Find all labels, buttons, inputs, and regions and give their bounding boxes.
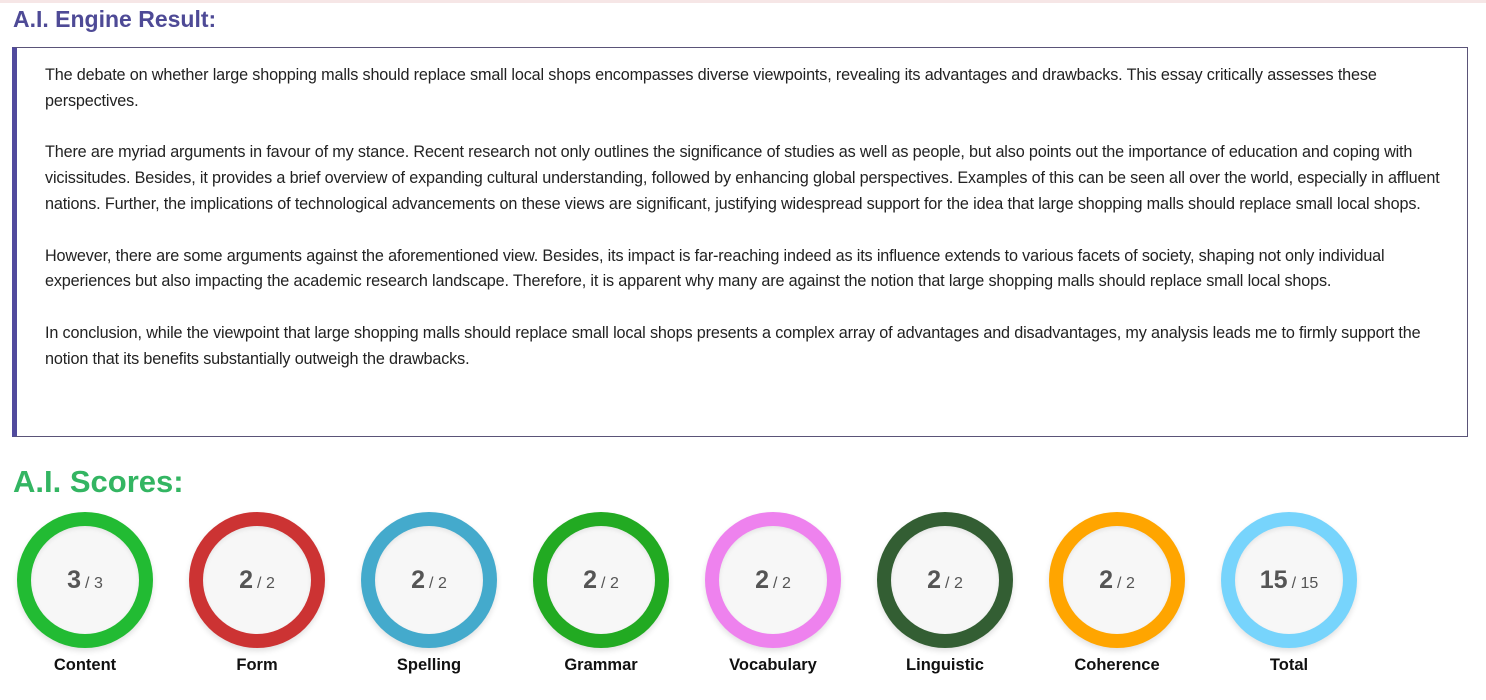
score-badge: 2 / 2 xyxy=(891,526,999,634)
score-max: / 2 xyxy=(601,575,619,592)
score-label: Vocabulary xyxy=(729,656,817,674)
score-grammar: 2 / 2 Grammar xyxy=(533,512,669,674)
essay-text: The debate on whether large shopping mal… xyxy=(45,63,1445,398)
score-label: Grammar xyxy=(564,656,638,674)
score-max: / 2 xyxy=(773,575,791,592)
essay-paragraph-intro: The debate on whether large shopping mal… xyxy=(45,66,1377,110)
score-value: 3 xyxy=(67,566,82,594)
score-ring: 15 / 15 xyxy=(1221,512,1357,648)
score-badge: 2 / 2 xyxy=(1063,526,1171,634)
score-vocabulary: 2 / 2 Vocabulary xyxy=(705,512,841,674)
score-ring: 2 / 2 xyxy=(1049,512,1185,648)
score-max: / 15 xyxy=(1291,575,1319,592)
score-badge: 15 / 15 xyxy=(1235,526,1343,634)
score-value: 2 xyxy=(1099,566,1114,594)
score-ring: 2 / 2 xyxy=(361,512,497,648)
score-max: / 2 xyxy=(257,575,275,592)
engine-result-title: A.I. Engine Result: xyxy=(13,6,217,32)
score-badge: 2 / 2 xyxy=(719,526,827,634)
score-value: 2 xyxy=(755,566,770,594)
essay-paragraph-conclusion: In conclusion, while the viewpoint that … xyxy=(45,323,1421,368)
score-label: Form xyxy=(236,656,278,674)
score-content: 3 / 3 Content xyxy=(17,512,153,674)
score-label: Spelling xyxy=(396,656,462,674)
score-coherence: 2 / 2 Coherence xyxy=(1049,512,1185,674)
score-value: 2 xyxy=(411,566,426,594)
score-badge: 2 / 2 xyxy=(203,526,311,634)
score-badge: 2 / 2 xyxy=(547,526,655,634)
score-ring: 2 / 2 xyxy=(533,512,669,648)
score-label: Linguistic xyxy=(906,656,984,674)
scores-row: 3 / 3 Content 2 / 2 Form 2 / 2 Spelling … xyxy=(17,512,1477,692)
score-max: / 2 xyxy=(429,575,447,592)
score-label: Total xyxy=(1269,656,1309,674)
score-ring: 2 / 2 xyxy=(877,512,1013,648)
essay-paragraph-for: There are myriad arguments in favour of … xyxy=(45,143,1440,213)
scores-title: A.I. Scores: xyxy=(13,464,184,499)
score-linguistic: 2 / 2 Linguistic xyxy=(877,512,1013,674)
score-ring: 2 / 2 xyxy=(705,512,841,648)
score-badge: 2 / 2 xyxy=(375,526,483,634)
score-max: / 2 xyxy=(1117,575,1135,592)
score-total: 15 / 15 Total xyxy=(1221,512,1357,674)
score-value: 2 xyxy=(239,566,254,594)
score-value: 2 xyxy=(927,566,942,594)
score-ring: 2 / 2 xyxy=(189,512,325,648)
engine-result-box: The debate on whether large shopping mal… xyxy=(12,47,1468,437)
score-ring: 3 / 3 xyxy=(17,512,153,648)
score-value: 15 xyxy=(1259,566,1288,594)
score-max: / 2 xyxy=(945,575,963,592)
score-spelling: 2 / 2 Spelling xyxy=(361,512,497,674)
score-label: Content xyxy=(53,656,117,674)
score-value: 2 xyxy=(583,566,598,594)
essay-paragraph-against: However, there are some arguments agains… xyxy=(45,246,1385,291)
top-strip xyxy=(0,0,1486,3)
score-badge: 3 / 3 xyxy=(31,526,139,634)
score-form: 2 / 2 Form xyxy=(189,512,325,674)
score-max: / 3 xyxy=(85,575,103,592)
score-label: Coherence xyxy=(1074,656,1160,674)
